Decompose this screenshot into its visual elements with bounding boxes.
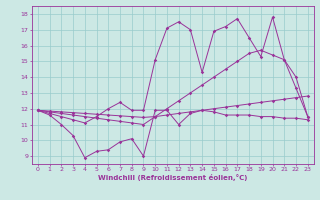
X-axis label: Windchill (Refroidissement éolien,°C): Windchill (Refroidissement éolien,°C) <box>98 174 247 181</box>
